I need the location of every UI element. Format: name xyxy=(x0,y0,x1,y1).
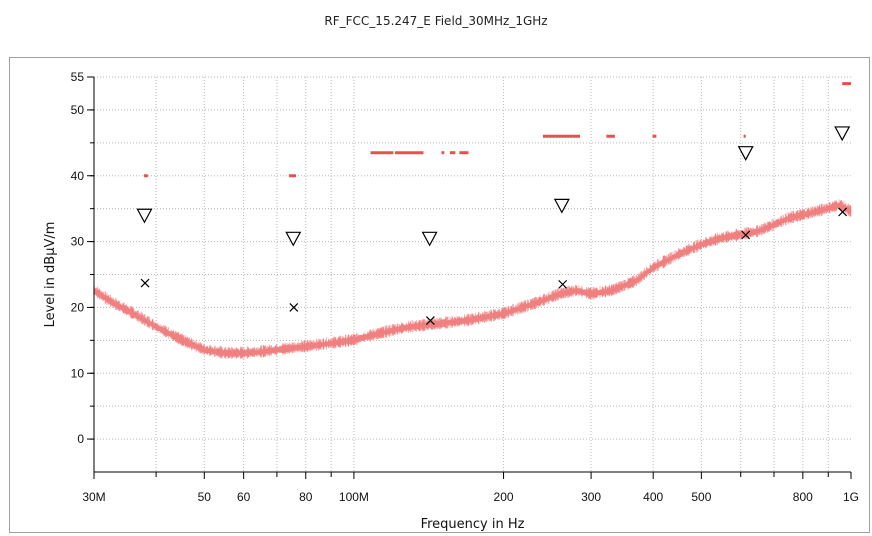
quasi-peak-x-marker xyxy=(140,278,150,288)
chart-title: RF_FCC_15.247_E Field_30MHz_1GHz xyxy=(324,14,548,28)
x-tick-label: 400 xyxy=(643,490,663,504)
trace-envelope xyxy=(93,199,852,359)
trace-line xyxy=(93,203,852,355)
y-tick-label: 50 xyxy=(71,103,85,117)
quasi-peak-x-marker xyxy=(741,230,751,240)
result-markers xyxy=(136,126,851,326)
y-tick-label: 20 xyxy=(71,300,85,314)
peak-triangle-marker xyxy=(136,208,153,224)
x-tick-label: 50 xyxy=(198,490,212,504)
quasi-peak-x-marker xyxy=(838,207,848,217)
peak-triangle-marker xyxy=(553,198,570,214)
grid-lines xyxy=(94,76,851,472)
y-tick-label: 10 xyxy=(71,366,85,380)
peak-triangle-marker xyxy=(285,231,302,247)
chart-frame xyxy=(9,57,870,533)
peak-triangle-marker xyxy=(421,231,438,247)
y-tick-label: 0 xyxy=(77,432,84,446)
y-tick-label: 55 xyxy=(71,70,85,84)
quasi-peak-x-marker xyxy=(289,302,299,312)
x-tick-label: 100M xyxy=(339,490,369,504)
x-tick-label: 30M xyxy=(82,490,105,504)
x-tick-label: 1G xyxy=(843,490,859,504)
x-tick-label: 300 xyxy=(581,490,601,504)
measurement-trace xyxy=(93,199,852,359)
peak-triangle-marker xyxy=(834,126,851,142)
x-tick-label: 500 xyxy=(691,490,711,504)
axes xyxy=(87,76,852,479)
limit-segments xyxy=(143,82,851,178)
x-tick-label: 800 xyxy=(793,490,813,504)
x-tick-label: 200 xyxy=(494,490,514,504)
x-axis-title: Frequency in Hz xyxy=(421,517,525,532)
peak-triangle-marker xyxy=(737,146,754,161)
quasi-peak-x-marker xyxy=(425,316,435,326)
x-tick-label: 60 xyxy=(237,490,251,504)
y-axis-title: Level in dBµV/m xyxy=(43,222,58,328)
x-tick-label: 80 xyxy=(299,490,313,504)
y-tick-label: 30 xyxy=(71,235,85,249)
quasi-peak-x-marker xyxy=(558,279,568,289)
tick-labels: 0 10 20 30 40 50 55 30M 50 60 80 100M 200 300 400 500 80… xyxy=(71,70,859,504)
y-tick-label: 40 xyxy=(71,169,85,183)
